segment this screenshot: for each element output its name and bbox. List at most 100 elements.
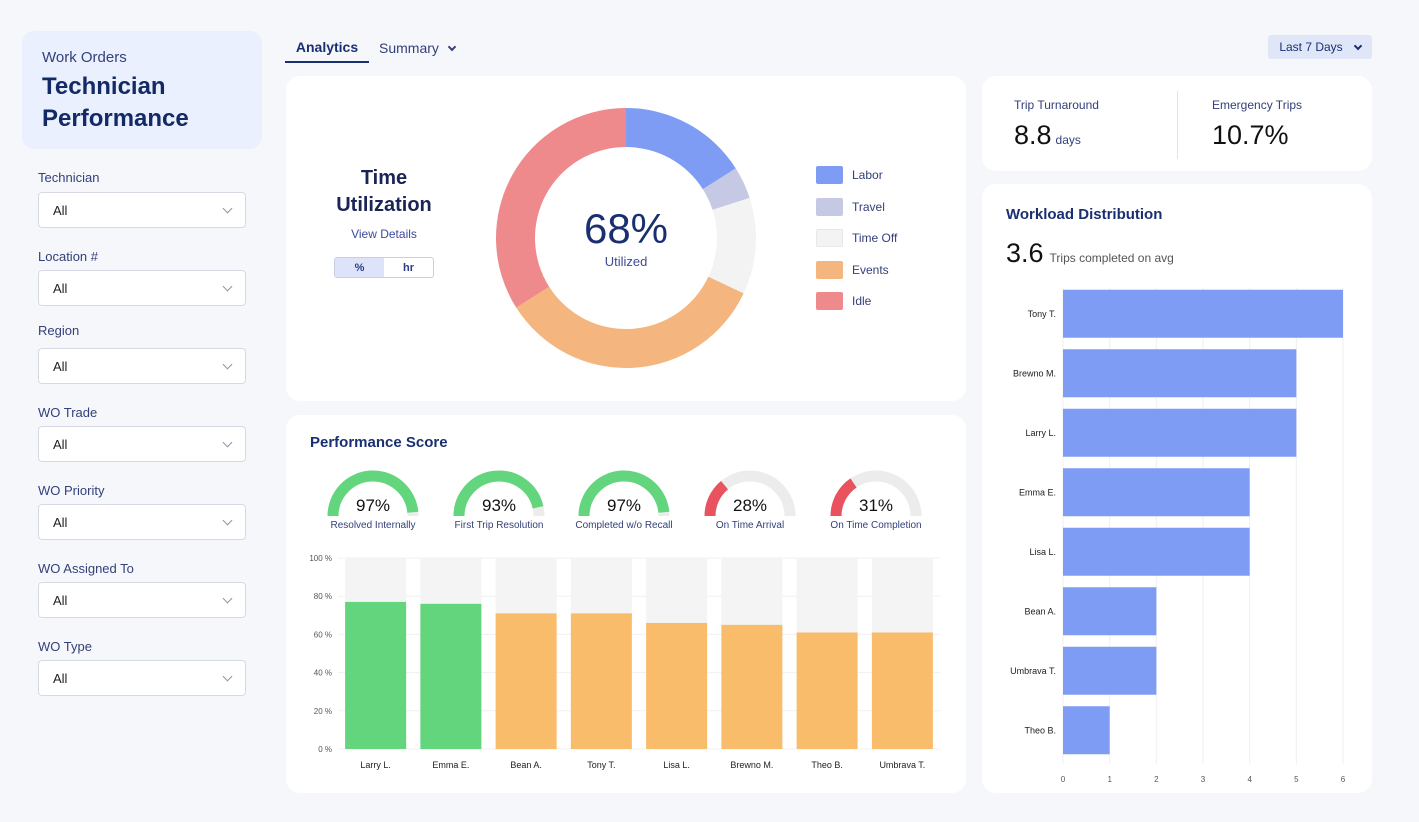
workload-avg-value: 3.6 bbox=[1006, 238, 1044, 268]
chevron-down-icon bbox=[222, 593, 233, 603]
bar-emma-e- bbox=[420, 603, 482, 749]
bar-theo-b- bbox=[796, 632, 858, 749]
y-category-label: Emma E. bbox=[1019, 487, 1056, 497]
legend-label: Labor bbox=[852, 168, 883, 182]
gauge-fill bbox=[453, 470, 544, 517]
legend-time-off: Time Off bbox=[816, 229, 897, 247]
tu-title-line2: Utilization bbox=[336, 194, 432, 216]
toggle-percent[interactable]: % bbox=[335, 258, 384, 277]
y-tick-label: 0 % bbox=[318, 745, 332, 754]
x-category-label: Emma E. bbox=[432, 760, 469, 770]
bar-brewno-m- bbox=[721, 624, 783, 749]
y-tick-label: 60 % bbox=[314, 630, 332, 639]
legend-swatch bbox=[816, 198, 843, 216]
legend-label: Travel bbox=[852, 200, 885, 214]
filter-label-wo-type: WO Type bbox=[38, 639, 92, 654]
gauge-arc bbox=[327, 470, 419, 517]
legend-label: Events bbox=[852, 263, 889, 277]
bar-tony-t- bbox=[1063, 289, 1343, 338]
gauge-on-time-arrival: 28% On Time Arrival bbox=[695, 468, 805, 538]
gauge-fill bbox=[704, 480, 729, 517]
filter-label-technician: Technician bbox=[38, 170, 100, 185]
y-category-label: Theo B. bbox=[1024, 725, 1056, 735]
workload-avg-label: Trips completed on avg bbox=[1049, 251, 1174, 265]
utilized-label: Utilized bbox=[604, 254, 648, 269]
filter-label-wo-assigned: WO Assigned To bbox=[38, 561, 134, 576]
gauge-resolved-internally: 97% Resolved Internally bbox=[318, 468, 428, 538]
gauge-label: On Time Completion bbox=[830, 520, 922, 531]
y-tick-label: 20 % bbox=[314, 707, 332, 716]
chevron-down-icon bbox=[222, 515, 233, 525]
gauge-value: 97% bbox=[606, 496, 642, 515]
x-category-label: Tony T. bbox=[587, 760, 615, 770]
bar-lisa-l- bbox=[1063, 527, 1250, 576]
bar-brewno-m- bbox=[1063, 349, 1297, 398]
chevron-down-icon bbox=[222, 671, 233, 681]
toggle-hours[interactable]: hr bbox=[403, 261, 414, 274]
gauge-fill bbox=[578, 470, 670, 517]
page-subtitle: Work Orders bbox=[42, 49, 127, 66]
page-title-line2: Performance bbox=[42, 105, 189, 132]
view-details-link[interactable]: View Details bbox=[351, 227, 417, 241]
gauge-value: 93% bbox=[481, 496, 517, 515]
page-title: Technician Performance bbox=[42, 71, 242, 135]
gauge-first-trip-resolution: 93% First Trip Resolution bbox=[444, 468, 554, 538]
wo-assigned-select[interactable]: All bbox=[38, 582, 246, 618]
x-category-label: Umbrava T. bbox=[879, 760, 925, 770]
gauge-label: Completed w/o Recall bbox=[575, 520, 673, 531]
donut-center: 68% Utilized bbox=[566, 205, 686, 269]
time-utilization-title: Time Utilization bbox=[330, 165, 438, 219]
performance-score-title: Performance Score bbox=[310, 434, 448, 451]
wo-priority-select[interactable]: All bbox=[38, 504, 246, 540]
x-tick-label: 2 bbox=[1154, 775, 1159, 784]
legend-labor: Labor bbox=[816, 166, 883, 184]
x-category-label: Larry L. bbox=[360, 760, 391, 770]
select-value: All bbox=[53, 358, 68, 374]
time-utilization-donut bbox=[496, 108, 756, 368]
y-category-label: Lisa L. bbox=[1029, 547, 1056, 557]
gauge-label: First Trip Resolution bbox=[454, 520, 544, 531]
unit-toggle: % hr bbox=[334, 257, 434, 278]
filter-label-location: Location # bbox=[38, 249, 98, 264]
gauge-arc bbox=[453, 470, 545, 517]
utilized-value: 68% bbox=[583, 205, 669, 252]
gauge-fill bbox=[327, 470, 419, 517]
technician-select[interactable]: All bbox=[38, 192, 246, 228]
legend-travel: Travel bbox=[816, 198, 885, 216]
trip-turnaround-value: 8.8 bbox=[1014, 120, 1052, 150]
filter-label-wo-priority: WO Priority bbox=[38, 483, 105, 498]
chevron-down-icon bbox=[222, 437, 233, 447]
bar-tony-t- bbox=[570, 613, 632, 749]
page-header-card: Work Orders Technician Performance bbox=[22, 31, 262, 149]
gauge-value: 28% bbox=[732, 496, 768, 515]
bar-larry-l- bbox=[1063, 408, 1297, 457]
y-category-label: Larry L. bbox=[1025, 428, 1056, 438]
tab-analytics[interactable]: Analytics bbox=[285, 33, 369, 63]
location-select[interactable]: All bbox=[38, 270, 246, 306]
chevron-down-icon bbox=[222, 359, 233, 369]
bar-emma-e- bbox=[1063, 468, 1250, 517]
select-value: All bbox=[53, 592, 68, 608]
legend-label: Time Off bbox=[852, 231, 898, 245]
gauge-arc bbox=[704, 470, 796, 517]
kpi-divider bbox=[1177, 91, 1178, 159]
wo-type-select[interactable]: All bbox=[38, 660, 246, 696]
region-select[interactable]: All bbox=[38, 348, 246, 384]
donut-slice-time-off bbox=[708, 197, 756, 294]
x-category-label: Lisa L. bbox=[663, 760, 690, 770]
emergency-trips-value: 10.7% bbox=[1212, 120, 1289, 150]
y-tick-label: 40 % bbox=[314, 669, 332, 678]
date-range-label: Last 7 Days bbox=[1279, 40, 1343, 54]
workload-title: Workload Distribution bbox=[1006, 206, 1163, 223]
emergency-trips-label: Emergency Trips bbox=[1212, 98, 1303, 112]
y-category-label: Tony T. bbox=[1028, 309, 1056, 319]
x-tick-label: 4 bbox=[1247, 775, 1252, 784]
bar-lisa-l- bbox=[646, 622, 708, 749]
workload-avg: 3.6 Trips completed on avg bbox=[1006, 238, 1174, 269]
date-range-dropdown[interactable]: Last 7 Days bbox=[1268, 35, 1372, 59]
gauge-value: 97% bbox=[355, 496, 391, 515]
legend-swatch bbox=[816, 229, 843, 247]
tab-summary[interactable]: Summary bbox=[379, 33, 457, 63]
wo-trade-select[interactable]: All bbox=[38, 426, 246, 462]
chevron-down-icon bbox=[222, 281, 233, 291]
